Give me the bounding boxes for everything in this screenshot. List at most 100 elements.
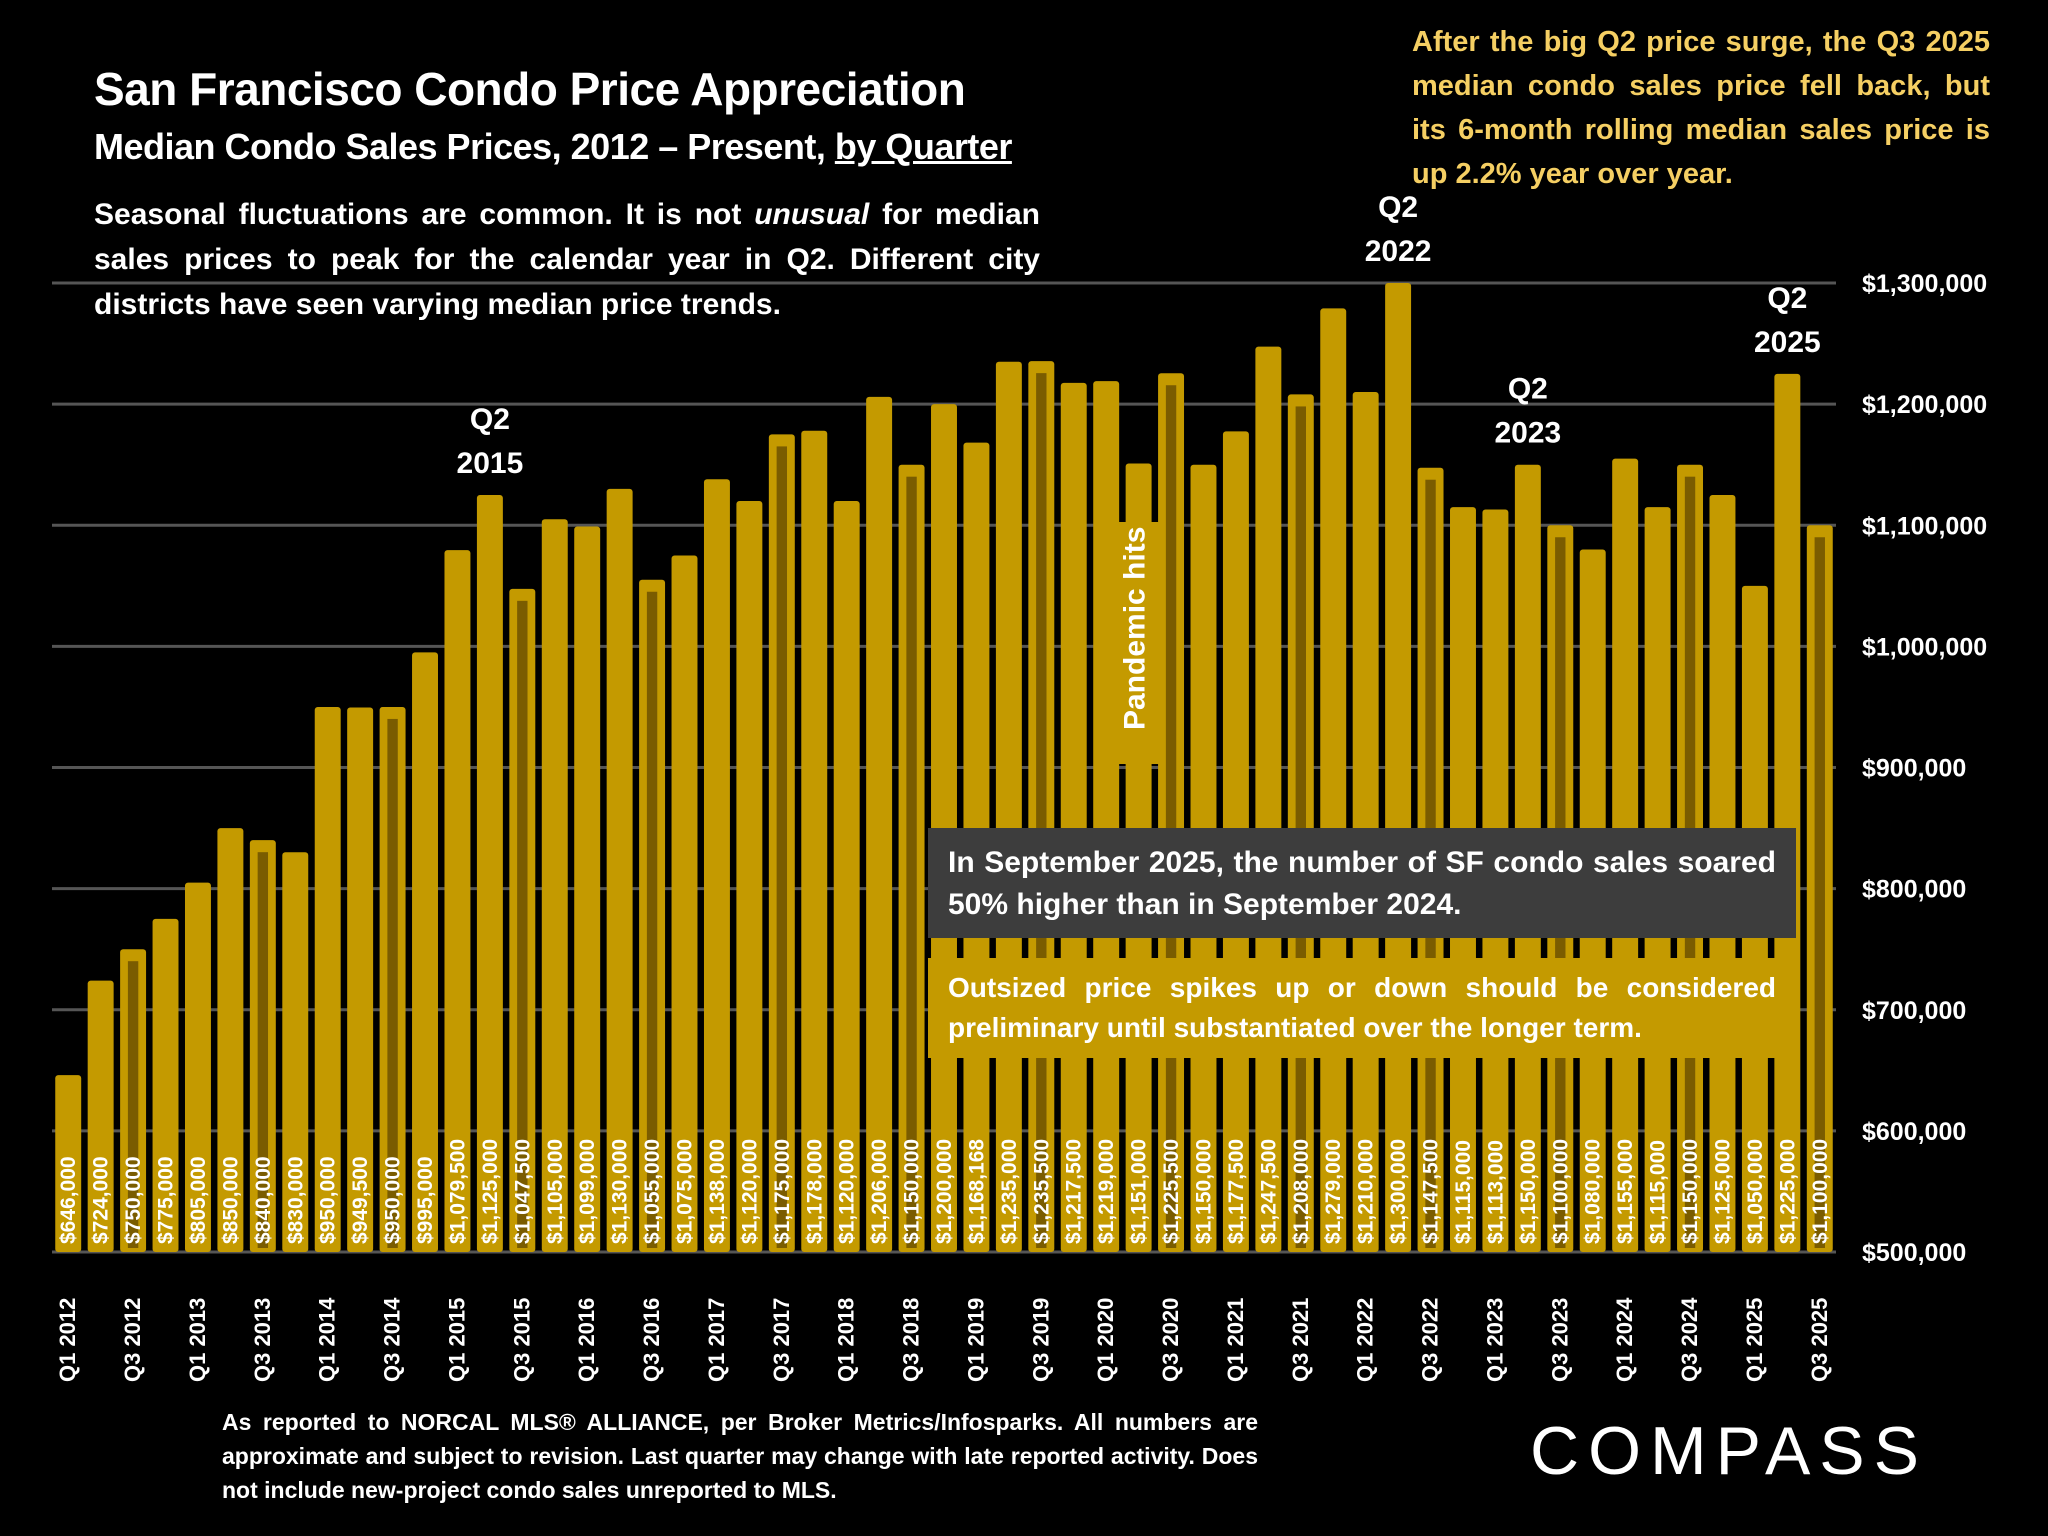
value-label: $1,115,000: [1452, 1140, 1475, 1244]
quarter-annotation: 2015: [457, 447, 524, 480]
value-label: $750,000: [122, 1156, 145, 1244]
x-tick-label: Q1 2018: [834, 1298, 859, 1382]
x-tick-label: Q3 2020: [1158, 1298, 1183, 1382]
bar: [801, 430, 828, 1253]
quarter-annotation: Q2: [1378, 191, 1418, 224]
value-label: $1,175,000: [771, 1139, 794, 1244]
y-tick-label: $500,000: [1862, 1239, 1966, 1267]
x-tick-label: Q1 2013: [185, 1298, 210, 1382]
value-label: $1,100,000: [1809, 1139, 1832, 1244]
x-tick-label: Q1 2016: [574, 1298, 599, 1382]
value-label: $1,219,000: [1095, 1139, 1118, 1244]
subtitle-by-quarter: by Quarter: [834, 126, 1013, 167]
value-label: $724,000: [90, 1156, 113, 1244]
q3-stripe: [1165, 385, 1177, 1248]
caution-note-box: Outsized price spikes up or down should …: [928, 958, 1796, 1058]
quarter-annotation: 2022: [1365, 235, 1432, 268]
x-tick-label: Q3 2013: [250, 1298, 275, 1382]
y-tick-label: $1,300,000: [1862, 270, 1987, 298]
x-tick-label: Q3 2023: [1547, 1298, 1572, 1382]
quarter-annotation: Q2: [1508, 373, 1548, 406]
chart-title: San Francisco Condo Price Appreciation: [94, 63, 966, 115]
bar: [444, 550, 471, 1252]
value-label: $1,125,000: [479, 1139, 502, 1244]
value-label: $840,000: [252, 1156, 275, 1244]
bar: [736, 501, 763, 1252]
value-label: $1,150,000: [1679, 1139, 1702, 1244]
q3-stripe: [906, 476, 917, 1248]
q3-stripe: [1036, 373, 1047, 1248]
value-label: $1,130,000: [609, 1139, 632, 1244]
value-label: $1,125,000: [1711, 1139, 1734, 1244]
value-label: $1,100,000: [1549, 1139, 1572, 1244]
quarter-annotation: Q2: [470, 403, 510, 436]
value-label: $1,208,000: [1290, 1139, 1313, 1244]
bar: [606, 488, 633, 1253]
bar: [184, 882, 211, 1252]
bar: [833, 501, 860, 1252]
x-tick-label: Q1 2023: [1482, 1298, 1507, 1382]
value-label: $1,235,500: [1030, 1139, 1053, 1244]
q3-stripe: [1295, 406, 1306, 1248]
intro-text: Seasonal fluctuations are common. It is …: [94, 192, 1040, 327]
value-label: $850,000: [219, 1156, 242, 1244]
q3-stripe: [257, 852, 269, 1248]
bar: [703, 479, 730, 1252]
value-label: $1,178,000: [803, 1139, 826, 1244]
value-label: $1,138,000: [706, 1139, 729, 1244]
value-label: $1,200,000: [933, 1139, 956, 1244]
bar: [1320, 308, 1347, 1252]
bar: [476, 494, 503, 1252]
y-tick-label: $1,200,000: [1862, 391, 1987, 419]
value-label: $1,150,000: [1517, 1139, 1540, 1244]
x-tick-label: Q1 2021: [1223, 1298, 1248, 1382]
x-tick-label: Q3 2021: [1288, 1298, 1313, 1382]
value-label: $1,151,000: [1128, 1139, 1151, 1244]
value-label: $1,247,500: [1257, 1139, 1280, 1244]
quarter-annotation: 2025: [1754, 326, 1821, 359]
q3-stripe: [387, 718, 398, 1248]
bar: [541, 519, 568, 1252]
x-tick-label: Q1 2015: [444, 1298, 469, 1382]
value-label: $1,300,000: [1387, 1139, 1410, 1244]
x-tick-label: Q3 2017: [769, 1298, 794, 1382]
value-label: $1,120,000: [836, 1139, 859, 1244]
quarter-annotation: 2023: [1494, 417, 1561, 450]
value-label: $1,235,000: [998, 1139, 1021, 1244]
value-label: $1,155,000: [1614, 1139, 1637, 1244]
value-label: $995,000: [414, 1156, 437, 1244]
chart-subtitle: Median Condo Sales Prices, 2012 – Presen…: [94, 126, 1012, 168]
bar: [412, 652, 438, 1252]
x-tick-label: Q1 2012: [55, 1298, 80, 1382]
compass-logo: COMPASS: [1530, 1413, 1929, 1489]
value-label: $949,500: [349, 1156, 372, 1244]
bar: [1385, 283, 1412, 1252]
bar: [314, 706, 341, 1252]
value-label: $1,050,000: [1744, 1139, 1767, 1244]
value-label: $950,000: [382, 1156, 405, 1244]
value-label: $805,000: [187, 1156, 210, 1244]
value-label: $1,206,000: [868, 1139, 891, 1244]
x-tick-label: Q3 2012: [120, 1298, 145, 1382]
bar: [1352, 392, 1379, 1252]
pandemic-label: Pandemic hits: [1119, 527, 1152, 730]
x-tick-label: Q3 2024: [1677, 1297, 1702, 1382]
bar: [87, 980, 114, 1252]
bar: [1093, 381, 1120, 1253]
value-label: $1,099,000: [576, 1139, 599, 1244]
value-label: $1,047,500: [511, 1139, 534, 1244]
bar: [574, 526, 601, 1252]
x-tick-label: Q1 2022: [1353, 1298, 1378, 1382]
bar: [995, 361, 1022, 1252]
value-label: $830,000: [284, 1156, 307, 1244]
value-label: $1,080,000: [1582, 1139, 1605, 1244]
value-label: $1,079,500: [446, 1139, 469, 1244]
bar: [866, 396, 893, 1252]
x-tick-label: Q3 2022: [1418, 1298, 1443, 1382]
bar: [1060, 382, 1087, 1253]
source-note: As reported to NORCAL MLS® ALLIANCE, per…: [222, 1409, 1258, 1503]
value-label: $1,105,000: [544, 1139, 567, 1244]
value-label: $950,000: [317, 1156, 340, 1244]
value-label: $1,120,000: [738, 1139, 761, 1244]
